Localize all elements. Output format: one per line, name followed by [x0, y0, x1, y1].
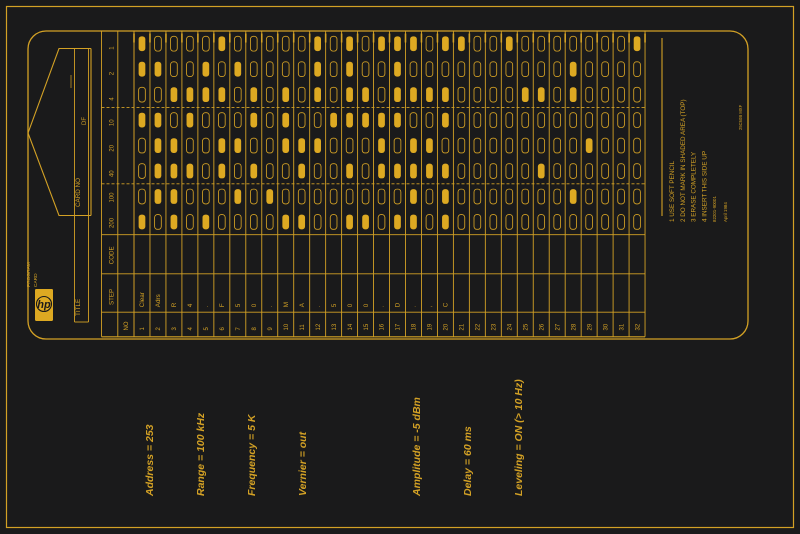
- svg-text:11: 11: [300, 324, 306, 331]
- svg-text:.: .: [315, 305, 322, 307]
- svg-text:STEP: STEP: [109, 289, 116, 305]
- svg-text:CARD: CARD: [33, 273, 39, 287]
- svg-text:F: F: [219, 303, 226, 307]
- svg-text:20: 20: [110, 144, 116, 151]
- svg-text:18: 18: [412, 323, 418, 330]
- svg-text:15: 15: [364, 323, 370, 330]
- svg-text:30: 30: [603, 323, 609, 330]
- svg-text:29: 29: [587, 323, 593, 330]
- svg-text:D: D: [395, 302, 402, 307]
- svg-text:M: M: [283, 302, 290, 307]
- svg-text:5: 5: [235, 303, 242, 307]
- svg-text:,: ,: [427, 305, 434, 307]
- svg-text:32: 32: [635, 323, 641, 330]
- svg-text:Clear: Clear: [139, 292, 146, 307]
- svg-text:5: 5: [331, 303, 338, 307]
- svg-text:0: 0: [363, 303, 370, 307]
- svg-text:C: C: [443, 302, 450, 307]
- svg-text:Amplitude = -5 dBm: Amplitude = -5 dBm: [411, 397, 423, 497]
- svg-text:23: 23: [492, 323, 498, 330]
- svg-text:Delay = 60 ms: Delay = 60 ms: [462, 426, 474, 496]
- svg-text:CARD NO: CARD NO: [75, 178, 82, 207]
- svg-text:31: 31: [619, 323, 625, 330]
- svg-text:100: 100: [110, 192, 116, 203]
- svg-text:17: 17: [396, 323, 402, 330]
- svg-text:.: .: [379, 305, 386, 307]
- svg-text:200: 200: [110, 217, 116, 228]
- svg-text:26: 26: [539, 323, 545, 330]
- svg-text:16: 16: [380, 323, 386, 330]
- svg-text:DF: DF: [82, 117, 88, 125]
- svg-text:Vernier = out: Vernier = out: [297, 431, 309, 496]
- svg-text:25C60B MXF: 25C60B MXF: [738, 104, 743, 130]
- svg-text:Adrs: Adrs: [155, 294, 162, 307]
- svg-text:3 ERASE COMPLETELY: 3 ERASE COMPLETELY: [691, 151, 698, 222]
- svg-text:4 INSERT THIS SIDE UP: 4 INSERT THIS SIDE UP: [701, 151, 708, 222]
- svg-text:0: 0: [347, 303, 354, 307]
- svg-text:14: 14: [348, 323, 354, 330]
- svg-text:April 1984: April 1984: [723, 202, 728, 222]
- svg-text:Frequency = 5 K: Frequency = 5 K: [246, 413, 258, 496]
- svg-text:NO: NO: [124, 321, 130, 330]
- svg-text:10: 10: [284, 323, 290, 330]
- svg-text:Address = 253: Address = 253: [144, 424, 156, 497]
- svg-text:Range = 100 kHz: Range = 100 kHz: [195, 412, 207, 496]
- svg-text:TITLE: TITLE: [75, 299, 82, 316]
- svg-text:20: 20: [444, 323, 450, 330]
- svg-text:82201-90001: 82201-90001: [712, 196, 717, 222]
- svg-text:2 DO NOT MARK IN SHADED AREA: 2 DO NOT MARK IN SHADED AREA (TOP): [680, 99, 687, 222]
- svg-text:21: 21: [460, 323, 466, 330]
- svg-text:10: 10: [110, 119, 116, 126]
- svg-text:19: 19: [428, 323, 434, 330]
- svg-text:24: 24: [508, 323, 514, 330]
- svg-text:0: 0: [251, 303, 258, 307]
- svg-text:28: 28: [571, 323, 577, 330]
- svg-text:27: 27: [555, 323, 561, 330]
- svg-text:12: 12: [316, 323, 322, 330]
- svg-text:22: 22: [476, 323, 482, 330]
- svg-text:40: 40: [110, 170, 116, 177]
- svg-text:25: 25: [523, 323, 529, 330]
- svg-text:CODE: CODE: [109, 246, 116, 264]
- svg-text:13: 13: [332, 323, 338, 330]
- svg-text:.: .: [411, 305, 418, 307]
- svg-text:4: 4: [187, 303, 194, 307]
- svg-text:.: .: [267, 305, 274, 307]
- svg-text:1 USE SOFT PENCIL: 1 USE SOFT PENCIL: [669, 160, 676, 222]
- svg-text:R: R: [171, 302, 178, 307]
- svg-text:.: .: [203, 305, 210, 307]
- svg-text:PROGRAM: PROGRAM: [26, 262, 32, 287]
- svg-text:Leveling = ON (> 10 Hz): Leveling = ON (> 10 Hz): [513, 379, 525, 496]
